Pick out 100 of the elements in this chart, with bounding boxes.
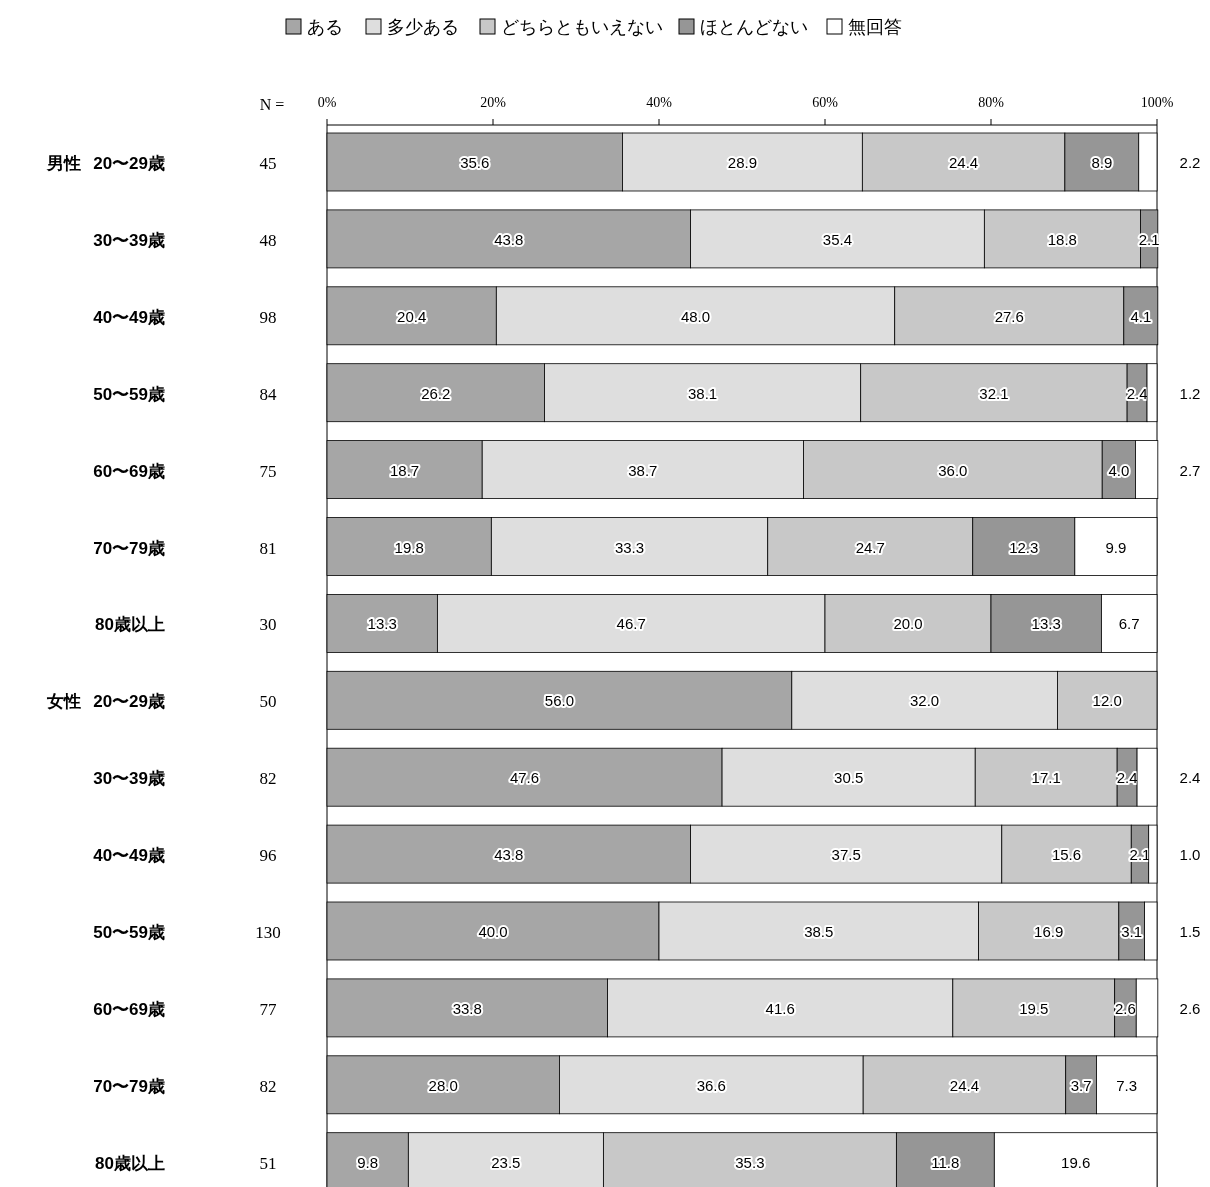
x-tick-label: 40% [646,95,673,110]
text: 130 [255,923,281,942]
data-label: 35.3 [735,1153,765,1171]
data-label: 2.7 [1179,461,1201,479]
data-label: 18.8 [1047,230,1077,248]
legend-label: 多少ある [387,17,459,37]
text: 50 [259,692,277,712]
legend-label: 無回答 [848,17,902,37]
data-label: 9.9 [1105,538,1127,556]
data-label: 19.6 [1061,1153,1091,1171]
y-tick-label: 40〜49歳 [93,846,165,866]
data-label: 3.7 [1070,1076,1092,1094]
data-label: 2.2 [1179,154,1201,171]
data-label: 11.8 [931,1153,960,1171]
legend-label: ほとんどない [700,17,808,37]
data-label: 15.6 [1051,846,1082,864]
text: 75 [259,461,277,481]
data-label: 40.0 [478,923,508,940]
data-label: 43.8 [494,846,524,864]
data-label: 37.5 [831,846,861,864]
y-tick-label: 50〜59歳 [93,923,165,942]
y-tick-label: 80歳以上 [95,615,165,635]
y-tick-label: 50〜59歳 [93,384,165,404]
y-tick-label: 70〜79歳 [93,1076,165,1096]
data-label: 2.6 [1115,999,1136,1017]
data-label: 2.6 [1179,999,1201,1017]
data-label: 28.0 [428,1076,458,1094]
data-label: 35.6 [460,154,490,171]
data-label: 27.6 [994,307,1024,325]
data-label: 46.7 [616,615,646,633]
data-label: 17.1 [1031,769,1061,787]
text: 81 [259,538,277,558]
text: 98 [259,307,277,327]
x-tick-label: 80% [978,95,1005,110]
data-label: 13.3 [1031,615,1061,633]
data-label: 30.5 [834,769,864,787]
data-label: 47.6 [509,769,540,787]
data-label: 28.9 [727,154,758,171]
data-label: 48.0 [680,307,711,325]
data-label: 20.4 [397,307,427,325]
text: 77 [259,999,277,1019]
x-tick-label: 100% [1140,95,1174,110]
data-label: 2.4 [1179,769,1201,787]
y-tick-label: 男性 20〜29歳 [46,154,165,173]
data-label: 24.7 [855,538,885,556]
x-tick-label: 20% [480,95,507,110]
data-label: 23.5 [491,1153,521,1171]
x-tick-label: 60% [812,95,839,110]
data-label: 19.8 [394,538,424,556]
data-label: 4.1 [1130,307,1152,325]
y-tick-label: 60〜69歳 [93,461,165,481]
data-label: 33.3 [614,538,645,556]
data-label: 43.8 [494,230,524,248]
data-label: 32.0 [910,692,940,710]
y-tick-label: 30〜39歳 [93,769,165,789]
data-label: 24.4 [949,1076,980,1094]
text: 84 [259,384,277,404]
data-label: 38.5 [804,923,834,940]
data-label: 1.0 [1179,846,1201,864]
x-tick-label: 0% [317,95,337,110]
text: 45 [259,154,277,173]
legend-label: ある [307,17,343,37]
data-label: 18.7 [390,461,420,479]
data-label: 56.0 [544,692,574,710]
y-tick-label: 40〜49歳 [93,307,165,327]
data-label: 13.3 [367,615,397,633]
y-tick-label: 女性 20〜29歳 [46,692,165,712]
data-label: 33.8 [452,999,482,1017]
data-label: 32.1 [979,384,1009,402]
text: 82 [259,1076,277,1096]
data-label: 6.7 [1118,615,1140,633]
text: 82 [259,769,277,789]
text: 51 [259,1153,277,1173]
y-tick-label: 30〜39歳 [93,230,165,250]
data-label: 38.7 [628,461,658,479]
y-tick-label: 70〜79歳 [93,538,165,558]
data-label: 38.1 [687,384,718,402]
data-label: 4.0 [1108,461,1130,479]
data-label: 24.4 [949,154,979,171]
text: 96 [259,846,277,866]
data-label: 7.3 [1116,1076,1138,1094]
data-label: 8.9 [1091,154,1113,171]
y-tick-label: 60〜69歳 [93,999,165,1019]
data-label: 36.0 [938,461,968,479]
data-label: 16.9 [1034,923,1064,940]
data-label: 41.6 [765,999,795,1017]
data-label: 1.2 [1179,384,1201,402]
data-label: 26.2 [421,384,451,402]
data-label: 9.8 [357,1153,379,1171]
data-label: 20.0 [893,615,923,633]
data-label: 35.4 [822,230,853,248]
text: 30 [259,615,277,635]
data-label: 12.0 [1092,692,1122,710]
text: 48 [259,230,277,250]
data-label: 12.3 [1009,538,1039,556]
data-label: 19.5 [1019,999,1049,1017]
data-label: 1.5 [1179,923,1201,940]
data-label: 3.1 [1121,923,1143,940]
text: N = [259,96,285,113]
y-tick-label: 80歳以上 [95,1153,165,1173]
